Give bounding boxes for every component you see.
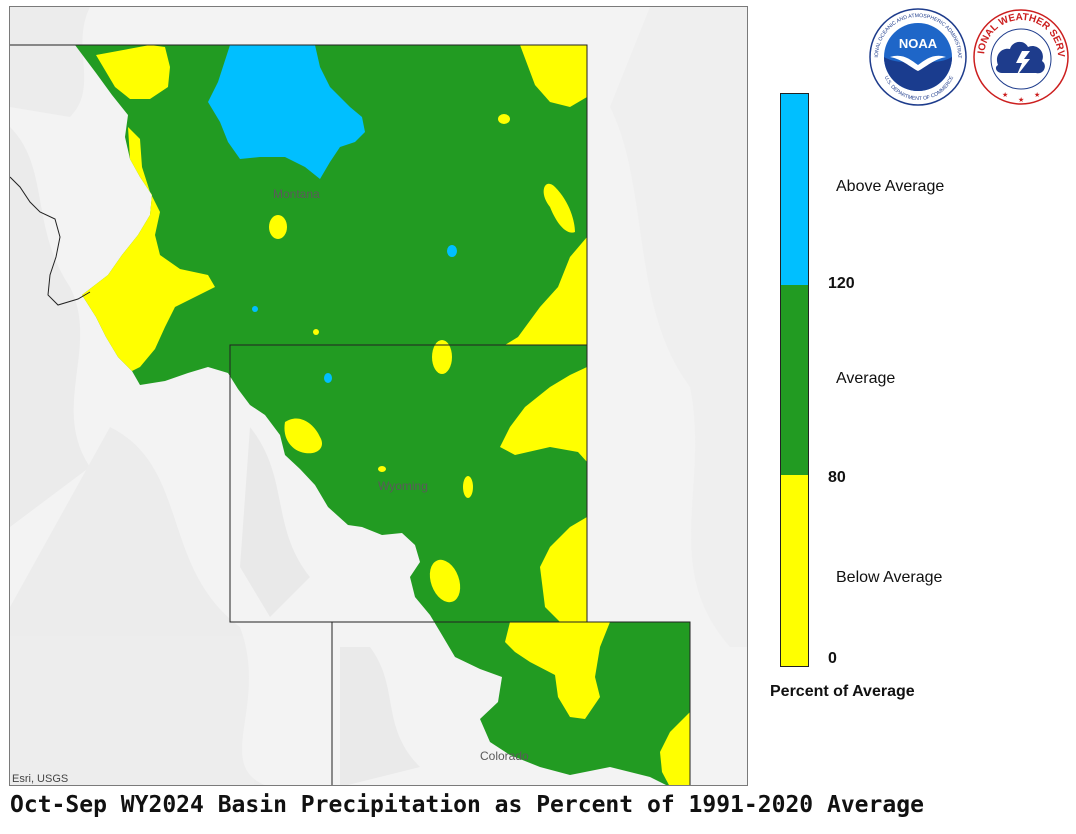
below-average-spot-4 xyxy=(498,114,510,124)
place-label-wyoming: Wyoming xyxy=(378,479,428,493)
legend-color-bar xyxy=(780,93,809,667)
below-average-south xyxy=(505,622,610,719)
legend-label-average: Average xyxy=(836,370,896,387)
page-title: Oct-Sep WY2024 Basin Precipitation as Pe… xyxy=(10,792,924,818)
legend-swatch-average xyxy=(781,285,808,475)
place-label-montana: Montana xyxy=(273,187,320,201)
svg-text:★: ★ xyxy=(1018,96,1024,104)
below-average-nw xyxy=(96,45,170,99)
below-average-ne-spot xyxy=(543,183,575,233)
above-average-spot-2 xyxy=(324,373,332,383)
map-panel[interactable]: Montana Wyoming Colorado xyxy=(9,6,748,786)
nws-seal-icon: NATIONAL WEATHER SERVICE ★ ★ ★ xyxy=(968,0,1069,105)
legend-title: Percent of Average xyxy=(770,683,915,700)
below-average-spot-1 xyxy=(432,340,452,374)
average-region xyxy=(75,45,690,785)
below-average-ne xyxy=(520,45,587,107)
idaho-montana-border xyxy=(10,176,91,306)
legend-swatch-above-average xyxy=(781,94,808,285)
legend-label-above-average: Above Average xyxy=(836,178,945,195)
noaa-seal-icon: NOAA NATIONAL OCEANIC AND ATMOSPHERIC AD… xyxy=(866,3,967,106)
above-average-north xyxy=(208,45,365,179)
below-average-spot-7 xyxy=(313,329,319,335)
below-average-spot-2 xyxy=(429,559,461,603)
below-average-wy-west xyxy=(284,418,323,454)
colorado-north-border xyxy=(587,621,691,785)
place-label-colorado: Colorado xyxy=(480,749,529,763)
legend-tick-0: 0 xyxy=(828,650,837,667)
noaa-logo: NOAA NATIONAL OCEANIC AND ATMOSPHERIC AD… xyxy=(866,3,970,111)
svg-text:★: ★ xyxy=(1034,91,1040,99)
nws-logo: NATIONAL WEATHER SERVICE ★ ★ ★ xyxy=(968,0,1070,111)
state-boundaries xyxy=(10,44,691,785)
precipitation-map: Montana Wyoming Colorado xyxy=(10,7,747,785)
above-average-spot-1 xyxy=(447,245,457,257)
svg-text:★: ★ xyxy=(1002,91,1008,99)
map-attribution: Esri, USGS xyxy=(12,773,69,785)
legend-swatch-below-average xyxy=(781,475,808,666)
below-average-spot-6 xyxy=(378,466,386,472)
legend-tick-80: 80 xyxy=(828,469,846,486)
below-average-east xyxy=(500,237,587,622)
above-average-spot-3 xyxy=(252,306,258,312)
legend-label-below-average: Below Average xyxy=(836,569,943,586)
below-average-se xyxy=(660,712,690,785)
wyoming-border xyxy=(229,345,588,623)
precipitation-field xyxy=(75,45,690,785)
below-average-east-top xyxy=(505,237,587,345)
below-average-spot-5 xyxy=(463,476,473,498)
legend-tick-120: 120 xyxy=(828,275,855,292)
below-average-west-ridge xyxy=(82,127,215,371)
below-average-spot-3 xyxy=(269,215,287,239)
noaa-text: NOAA xyxy=(899,36,938,51)
terrain-hillshade xyxy=(10,7,747,785)
